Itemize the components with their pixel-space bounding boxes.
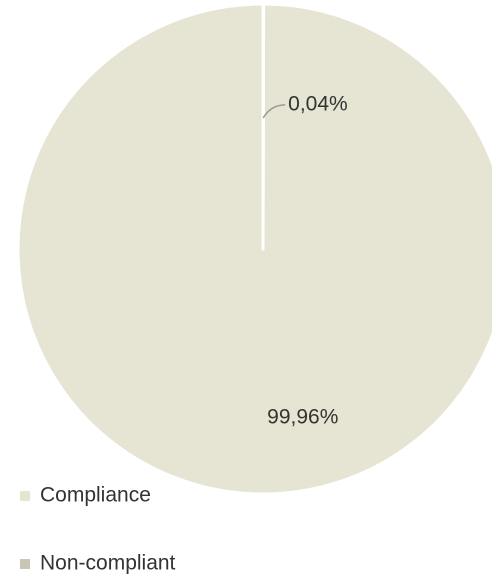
legend-label: Non-compliant — [40, 552, 176, 575]
slice-label: 99,96% — [267, 406, 338, 429]
pie-slice — [261, 2, 266, 251]
legend-swatch — [20, 559, 30, 569]
leader-line — [262, 104, 286, 119]
legend-label: Compliance — [40, 484, 151, 507]
slice-label: 0,04% — [288, 92, 348, 115]
legend-swatch — [20, 491, 30, 501]
pie-slice — [16, 2, 492, 496]
